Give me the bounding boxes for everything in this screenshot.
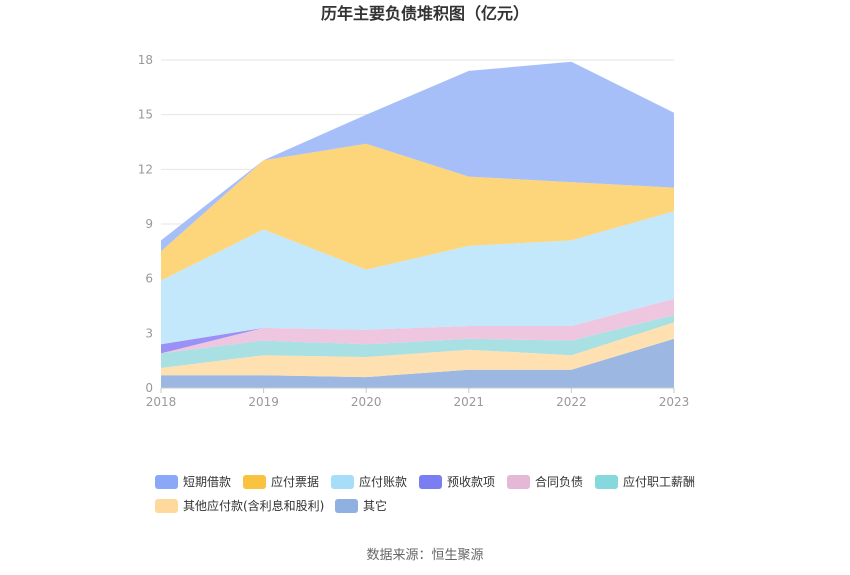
legend-swatch: [595, 475, 618, 489]
legend-item[interactable]: 应付账款: [331, 474, 407, 489]
area-series-1: [161, 322, 674, 378]
legend-swatch: [155, 475, 178, 489]
legend-label: 预收款项: [447, 475, 495, 489]
legend-label: 合同负债: [535, 474, 583, 489]
x-tick-label: 2021: [454, 395, 485, 409]
legend-label: 应付职工薪酬: [623, 474, 695, 489]
legend-item[interactable]: 应付票据: [243, 474, 319, 489]
y-tick-label: 15: [138, 108, 153, 122]
legend-swatch: [243, 475, 266, 489]
legend-swatch: [507, 475, 530, 489]
legend-item[interactable]: 应付职工薪酬: [595, 474, 695, 489]
legend-item[interactable]: 其它: [335, 498, 387, 513]
legend-swatch: [335, 499, 358, 513]
area-series-6: [161, 143, 674, 281]
legend-swatch: [331, 475, 354, 489]
x-tick-label: 2022: [556, 395, 587, 409]
y-tick-label: 3: [145, 326, 153, 340]
legend-label: 其它: [363, 498, 387, 513]
legend-label: 其他应付款(含利息和股利): [183, 498, 324, 513]
y-tick-label: 12: [138, 162, 153, 176]
y-tick-label: 9: [145, 217, 153, 231]
legend-label: 应付账款: [359, 474, 407, 489]
x-tick-label: 2020: [351, 395, 382, 409]
area-series-7: [161, 61, 674, 252]
y-tick-label: 6: [145, 272, 153, 286]
legend-item[interactable]: 短期借款: [155, 475, 231, 489]
area-series-0: [161, 338, 674, 388]
legend-item[interactable]: 预收款项: [419, 475, 495, 489]
area-series-3: [161, 298, 674, 354]
x-tick-label: 2023: [659, 395, 690, 409]
x-tick-label: 2018: [146, 395, 177, 409]
x-tick-label: 2019: [248, 395, 279, 409]
legend-label: 应付票据: [271, 474, 319, 489]
axis-layer: 0 3 6 9 12 15 18 2018 2019 2020 2021 2022 2023: [138, 53, 690, 409]
data-source: 数据来源：恒生聚源: [366, 548, 483, 563]
legend-swatch: [155, 499, 178, 513]
legend-swatch: [419, 475, 442, 489]
y-tick-label: 0: [145, 381, 153, 395]
chart-title: 历年主要负债堆积图（亿元）: [321, 4, 529, 23]
y-tick-label: 18: [138, 53, 153, 67]
area-layer: [161, 61, 674, 388]
legend-label: 短期借款: [183, 475, 231, 489]
legend-item[interactable]: 其他应付款(含利息和股利): [155, 498, 324, 513]
legend-item[interactable]: 合同负债: [507, 474, 583, 489]
area-series-5: [161, 211, 674, 345]
